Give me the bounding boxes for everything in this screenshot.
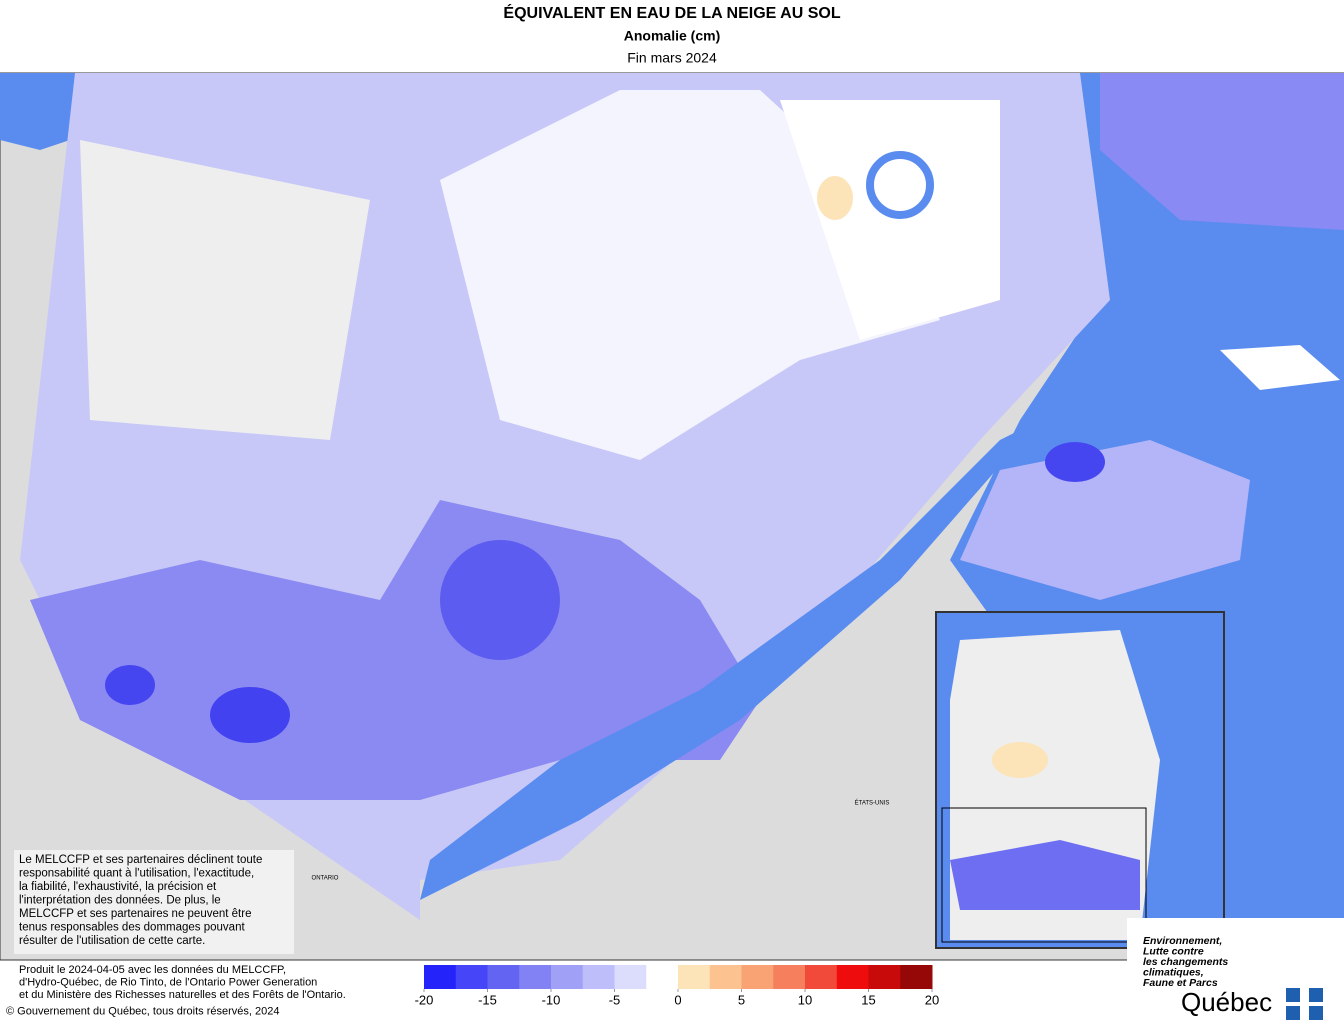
region-label: ONTARIO [312,876,339,882]
legend-swatch [519,965,552,989]
legend-swatch [455,965,488,989]
legend-tick-label: -20 [415,992,434,1007]
disclaimer-line: tenus responsables des dommages pouvant [19,922,245,934]
period: Fin mars 2024 [627,50,717,66]
legend-swatch [836,965,869,989]
legend-swatch [487,965,520,989]
credits: Produit le 2024-04-05 avec les données d… [6,964,346,1018]
legend-tick-label: 5 [738,992,745,1007]
legend-swatch [773,965,806,989]
logo-flag [1286,1006,1300,1020]
legend-swatch [741,965,774,989]
disclaimer-line: l'interprétation des données. De plus, l… [19,895,221,907]
disclaimer-line: Le MELCCFP et ses partenaires déclinent … [19,854,262,866]
disclaimer-line: MELCCFP et ses partenaires ne peuvent êt… [19,908,251,920]
subtitle: Anomalie (cm) [624,28,720,44]
legend-swatch [709,965,742,989]
logo-line: Faune et Parcs [1143,977,1218,989]
logo-box [1127,918,1344,1024]
legend-tick-label: -15 [478,992,497,1007]
legend-tick-label: 10 [798,992,812,1007]
logo-flag [1286,988,1300,1002]
disclaimer: Le MELCCFP et ses partenaires déclinent … [14,850,294,954]
legend-swatch [551,965,584,989]
disclaimer-line: résulter de l'utilisation de cette carte… [19,935,205,947]
credit-line: Produit le 2024-04-05 avec les données d… [19,964,286,976]
legend-tick-label: 20 [925,992,939,1007]
legend-swatch [805,965,838,989]
legend-swatch [424,965,457,989]
legend-swatch [678,965,711,989]
logo-flag [1309,1006,1323,1020]
legend-swatch [614,965,647,989]
logo-line: Lutte contre [1143,945,1204,957]
credit-line: © Gouvernement du Québec, tous droits ré… [6,1005,279,1017]
legend-swatch [900,965,933,989]
legend-tick-label: -5 [609,992,621,1007]
disclaimer-bg [14,850,294,954]
title: ÉQUIVALENT EN EAU DE LA NEIGE AU SOL [503,3,840,22]
credit-line: et du Ministère des Richesses naturelles… [19,989,346,1001]
disclaimer-line: la fiabilité, l'exhaustivité, la précisi… [19,881,217,893]
legend-tick-label: 15 [861,992,875,1007]
region-label: ÉTATS-UNIS [855,800,890,807]
legend-tick-label: -10 [542,992,561,1007]
logo-name: Québec [1181,987,1272,1017]
legend-swatch [646,965,679,989]
map: ONTARIO ÉTATS-UNIS [0,72,1344,961]
legend-swatch [582,965,615,989]
logo-line: Environnement, [1143,935,1222,947]
legend-tick-label: 0 [674,992,681,1007]
legend-swatch [868,965,901,989]
legend: -20 -15 -10 -5 0 5 10 15 20 [415,965,939,1007]
logo-flag [1309,988,1323,1002]
credit-line: d'Hydro-Québec, de Rio Tinto, de l'Ontar… [19,976,317,988]
disclaimer-line: responsabilité quant à l'utilisation, l'… [19,868,254,880]
logo-line: les changements [1143,956,1228,968]
logo-line: climatiques, [1143,966,1204,978]
